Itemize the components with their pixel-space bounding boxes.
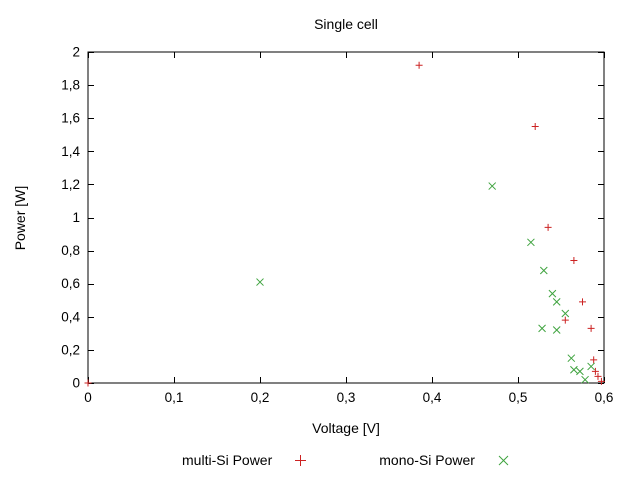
plus-data-marker — [591, 367, 599, 375]
legend-label-multi-si: multi-Si Power — [182, 452, 273, 468]
y-tick-label: 0 — [72, 376, 80, 391]
plus-data-marker — [594, 372, 602, 380]
plus-data-marker — [590, 356, 598, 364]
plus-marker-path — [295, 454, 307, 466]
y-tick-label: 1,6 — [61, 111, 80, 126]
x-data-marker — [538, 324, 546, 333]
x-tick-label: 0,5 — [509, 390, 528, 405]
plus-data-marker — [84, 379, 92, 387]
x-data-marker — [552, 326, 561, 334]
x-data-marker — [539, 266, 548, 275]
x-data-marker — [527, 238, 535, 247]
plus-data-marker — [544, 223, 552, 231]
x-data-marker — [256, 278, 264, 286]
x-data-marker — [581, 375, 589, 384]
plus-data-marker — [415, 61, 423, 69]
plot-border — [87, 51, 605, 384]
x-data-marker — [488, 182, 497, 190]
x-marker-path — [498, 455, 509, 465]
legend-entry-mono-si: mono-Si Power — [379, 452, 510, 468]
x-data-marker — [576, 367, 584, 376]
plus-data-marker — [531, 122, 539, 130]
plus-data-marker — [570, 257, 578, 265]
x-data-marker — [570, 365, 578, 374]
plus-data-marker — [587, 324, 595, 332]
x-data-marker — [567, 354, 576, 363]
x-tick-label: 0,4 — [423, 390, 442, 405]
x-axis-label: Voltage [V] — [312, 420, 380, 436]
x-tick-label: 0,1 — [165, 390, 184, 405]
legend-entry-multi-si: multi-Si Power — [182, 452, 307, 468]
y-tick-label: 1,8 — [61, 78, 80, 93]
chart-title: Single cell — [314, 16, 378, 32]
y-tick-label: 2 — [72, 45, 80, 60]
plus-data-marker — [597, 377, 605, 385]
x-data-marker — [561, 309, 570, 318]
y-tick-label: 0,6 — [61, 276, 80, 291]
x-tick-label: 0 — [84, 390, 92, 405]
x-marker-icon — [498, 455, 509, 465]
y-tick-label: 0,8 — [61, 243, 80, 258]
y-tick-label: 1,4 — [61, 144, 80, 159]
legend-label-mono-si: mono-Si Power — [379, 452, 475, 468]
legend: multi-Si Power mono-Si Power — [88, 452, 604, 468]
x-data-marker — [587, 362, 595, 371]
plus-data-marker — [561, 316, 569, 324]
x-data-marker — [552, 298, 561, 306]
x-tick-label: 0,3 — [337, 390, 356, 405]
plus-marker-icon — [295, 454, 307, 466]
plus-data-marker — [579, 298, 586, 306]
x-tick-label: 0,2 — [251, 390, 270, 405]
x-data-marker — [548, 289, 557, 298]
y-tick-label: 0,4 — [61, 309, 80, 324]
y-tick-label: 0,2 — [61, 342, 80, 357]
y-tick-label: 1 — [72, 210, 80, 225]
x-tick-label: 0,6 — [595, 390, 614, 405]
y-tick-label: 1,2 — [61, 177, 80, 192]
